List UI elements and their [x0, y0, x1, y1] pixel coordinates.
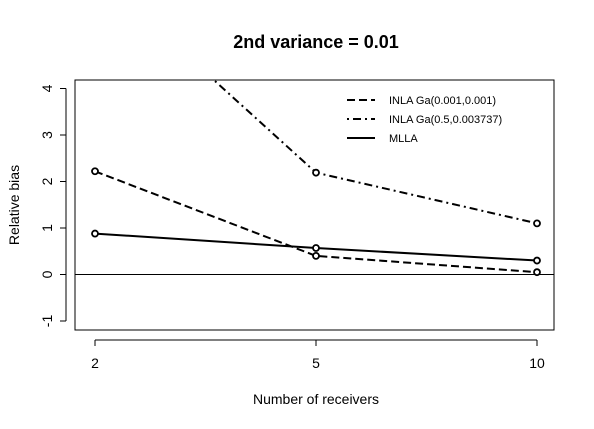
y-tick-label: -1 [39, 315, 55, 328]
chart-title: 2nd variance = 0.01 [233, 32, 399, 52]
legend: INLA Ga(0.001,0.001) INLA Ga(0.5,0.003737… [347, 95, 502, 145]
y-tick-label: 3 [39, 131, 55, 139]
y-axis-label: Relative bias [6, 165, 22, 245]
data-point [533, 268, 541, 277]
points-layer [91, 167, 541, 277]
y-axis: -1 0 1 2 3 4 [39, 84, 67, 328]
plot-frame [74, 79, 555, 331]
legend-label: INLA Ga(0.001,0.001) [389, 95, 496, 107]
data-point [91, 229, 99, 238]
x-axis: 2 5 10 [91, 339, 545, 371]
data-point [91, 167, 99, 176]
y-tick-label: 4 [39, 84, 55, 92]
data-point [312, 168, 320, 177]
y-tick-label: 0 [39, 270, 55, 278]
y-tick-label: 1 [39, 224, 55, 232]
data-point [312, 251, 320, 260]
y-tick-label: 2 [39, 177, 55, 185]
data-point [533, 219, 541, 228]
x-axis-label: Number of receivers [253, 391, 379, 407]
series-line-1 [94, 170, 538, 274]
data-point [533, 256, 541, 265]
x-tick-label: 5 [312, 355, 320, 371]
data-point [312, 244, 320, 252]
legend-label: MLLA [389, 133, 418, 145]
legend-label: INLA Ga(0.5,0.003737) [389, 114, 502, 126]
x-tick-label: 2 [91, 355, 99, 371]
x-tick-label: 10 [529, 355, 545, 371]
